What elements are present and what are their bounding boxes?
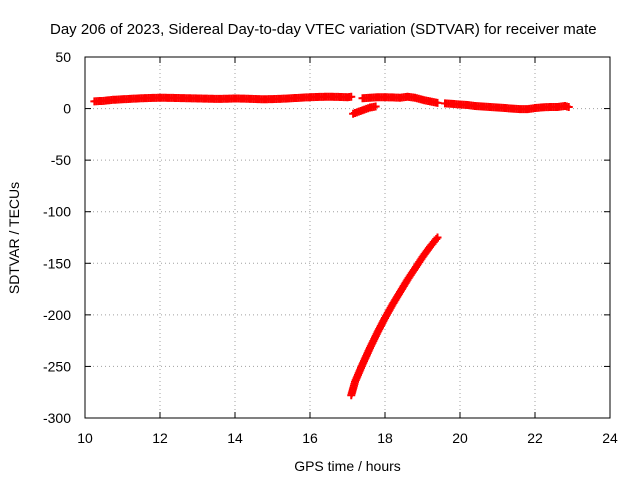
data-point bbox=[433, 98, 442, 107]
x-tick-label: 16 bbox=[302, 430, 318, 446]
x-tick-label: 22 bbox=[527, 430, 543, 446]
y-tick-label: -250 bbox=[43, 358, 71, 374]
y-tick-label: 50 bbox=[55, 49, 71, 65]
data-series bbox=[347, 233, 442, 400]
axis-ticks: 10 12 14 16 18 20 22 24 50 0 -50 -100 -150 -200 -250 -3… bbox=[43, 49, 618, 446]
x-tick-label: 24 bbox=[602, 430, 618, 446]
chart-title: Day 206 of 2023, Sidereal Day-to-day VTE… bbox=[50, 21, 597, 38]
data-point bbox=[347, 92, 356, 101]
y-tick-label: 0 bbox=[63, 101, 71, 117]
x-tick-label: 10 bbox=[77, 430, 93, 446]
grid bbox=[85, 57, 610, 418]
data-series bbox=[358, 92, 442, 107]
y-tick-label: -100 bbox=[43, 204, 71, 220]
data-series bbox=[349, 102, 380, 118]
y-tick-label: -200 bbox=[43, 307, 71, 323]
data-point bbox=[371, 102, 380, 111]
data-series bbox=[441, 99, 573, 114]
y-axis-label: SDTVAR / TECUs bbox=[6, 182, 22, 294]
y-tick-label: -150 bbox=[43, 255, 71, 271]
x-tick-label: 12 bbox=[152, 430, 168, 446]
data-point bbox=[432, 235, 441, 244]
data-series bbox=[90, 92, 356, 106]
data-points bbox=[90, 92, 573, 400]
x-axis-label: GPS time / hours bbox=[294, 458, 401, 474]
data-point bbox=[564, 103, 573, 112]
x-tick-label: 20 bbox=[452, 430, 468, 446]
plot-frame bbox=[84, 56, 611, 419]
x-tick-label: 18 bbox=[377, 430, 393, 446]
y-tick-label: -50 bbox=[51, 152, 71, 168]
data-point bbox=[433, 233, 442, 242]
x-tick-label: 14 bbox=[227, 430, 243, 446]
y-tick-label: -300 bbox=[43, 410, 71, 426]
